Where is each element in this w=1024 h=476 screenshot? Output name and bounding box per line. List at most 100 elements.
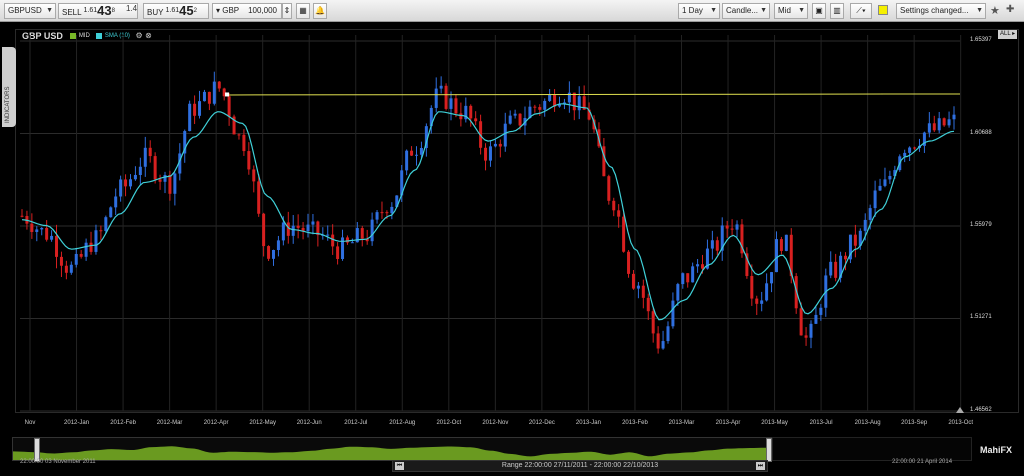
candle-body — [390, 206, 394, 214]
candle-body — [927, 123, 931, 133]
candle-body — [725, 225, 729, 229]
sma-legend-label: SMA (10) — [104, 32, 130, 39]
interval-label: 1 Day — [682, 6, 703, 15]
alert-bell-icon[interactable]: 🔔 — [313, 3, 327, 19]
currency-select[interactable]: ▾ GBP — [216, 6, 240, 15]
candle-body — [814, 314, 818, 324]
candle-body — [903, 152, 907, 157]
price-chart-svg[interactable] — [0, 27, 1024, 417]
candle-body — [913, 147, 917, 149]
candle-body — [863, 219, 867, 231]
candle-body — [341, 237, 345, 259]
candle-body — [848, 234, 852, 260]
candle-body — [286, 222, 290, 236]
candle-body — [834, 261, 838, 278]
candle-body — [572, 92, 576, 111]
x-tick-label: 2013-Sep — [901, 420, 928, 426]
candle-body — [350, 242, 354, 244]
candle-body — [207, 91, 211, 104]
candle-body — [661, 341, 665, 349]
color-picker-swatch[interactable] — [878, 5, 888, 15]
pin-icon[interactable]: ✚ — [1006, 4, 1015, 15]
candle-body — [419, 147, 423, 155]
settings-label: Settings changed... — [900, 6, 969, 15]
candle-body — [316, 221, 320, 236]
all-button[interactable]: ALL ▸ — [998, 30, 1018, 39]
candle-body — [133, 174, 137, 180]
settings-select[interactable]: Settings changed... ▼ — [896, 3, 986, 19]
amount-stepper[interactable]: ⇕ — [282, 3, 292, 19]
symbol-label: GBPUSD — [8, 6, 42, 15]
candle-body — [198, 101, 202, 116]
candle-body — [567, 92, 571, 103]
candle-body — [94, 230, 98, 252]
buy-button[interactable]: BUY 1.61452 — [143, 3, 209, 19]
candle-body — [158, 179, 162, 182]
candle-body — [553, 94, 557, 107]
candle-body — [878, 185, 882, 191]
candle-body — [148, 147, 152, 157]
range-start-handle[interactable] — [34, 438, 40, 462]
x-tick-label: 2013-Aug — [854, 420, 881, 426]
settings-gear-icon[interactable]: ⚙ — [135, 31, 143, 41]
amount-value: 100,000 — [248, 6, 277, 15]
close-icon[interactable]: ⊗ — [145, 31, 152, 41]
bar-chart-icon[interactable]: ▥ — [830, 3, 844, 19]
chevron-down-icon: ▼ — [46, 7, 53, 14]
indicators-tab[interactable]: INDICATORS — [2, 47, 16, 127]
candle-body — [464, 105, 468, 120]
candle-body — [745, 253, 749, 276]
candle-body — [676, 284, 680, 301]
candle-body — [740, 224, 744, 254]
candle-body — [35, 229, 39, 232]
amount-field[interactable]: ▾ GBP 100,000 — [212, 3, 282, 19]
candle-body — [469, 105, 473, 119]
candle-body — [336, 246, 340, 259]
candle-body — [947, 119, 951, 126]
interval-select[interactable]: 1 Day ▼ — [678, 3, 720, 19]
candle-body — [262, 213, 266, 247]
candle-body — [474, 118, 478, 122]
buy-price-small: 1.61 — [165, 7, 180, 14]
candle-body — [922, 132, 926, 146]
favorite-star-icon[interactable]: ★ — [990, 5, 1000, 17]
price-type-select[interactable]: Mid ▼ — [774, 3, 808, 19]
sma-legend-swatch — [96, 32, 103, 39]
candle-body — [602, 146, 606, 177]
candle-body — [508, 115, 512, 124]
candle-body — [804, 335, 808, 338]
x-tick-label: 2012-Jan — [64, 420, 90, 426]
chart-type-select[interactable]: Candle... ▼ — [722, 3, 770, 19]
candle-body — [434, 88, 438, 108]
candle-body — [74, 253, 78, 265]
candle-body — [774, 239, 778, 273]
navigator-future-area — [772, 437, 972, 461]
candle-body — [839, 255, 843, 278]
mid-legend-swatch — [70, 32, 77, 39]
candle-body — [143, 147, 147, 167]
candle-body — [449, 98, 453, 109]
symbol-select[interactable]: GBPUSD ▼ — [4, 3, 56, 19]
range-end-date: 22:00:00 21 April 2014 — [892, 459, 953, 465]
x-tick-label: 2012-May — [249, 420, 277, 426]
candle-body — [138, 166, 142, 175]
candle-body — [765, 283, 769, 301]
candle-body — [888, 175, 892, 180]
brand-logo: MahiFX — [980, 445, 1013, 455]
candle-body — [646, 297, 650, 312]
candle-body — [104, 217, 108, 231]
range-end-handle[interactable] — [766, 438, 772, 462]
x-tick-label: 2013-Feb — [622, 420, 648, 426]
range-navigator[interactable] — [12, 437, 772, 461]
range-first-icon[interactable]: ⏮ — [395, 462, 404, 470]
calculator-icon[interactable]: ▦ — [296, 3, 310, 19]
candle-body — [114, 196, 118, 208]
draw-line-icon[interactable]: ⟋▾ — [850, 3, 872, 19]
candle-body — [735, 224, 739, 230]
candle-body — [257, 181, 261, 214]
range-last-icon[interactable]: ⏭ — [756, 462, 765, 470]
candle-body — [543, 100, 547, 110]
candle-body — [380, 212, 384, 214]
sell-button[interactable]: SELL 1.61438 — [58, 3, 138, 19]
chart-window-icon[interactable]: ▣ — [812, 3, 826, 19]
